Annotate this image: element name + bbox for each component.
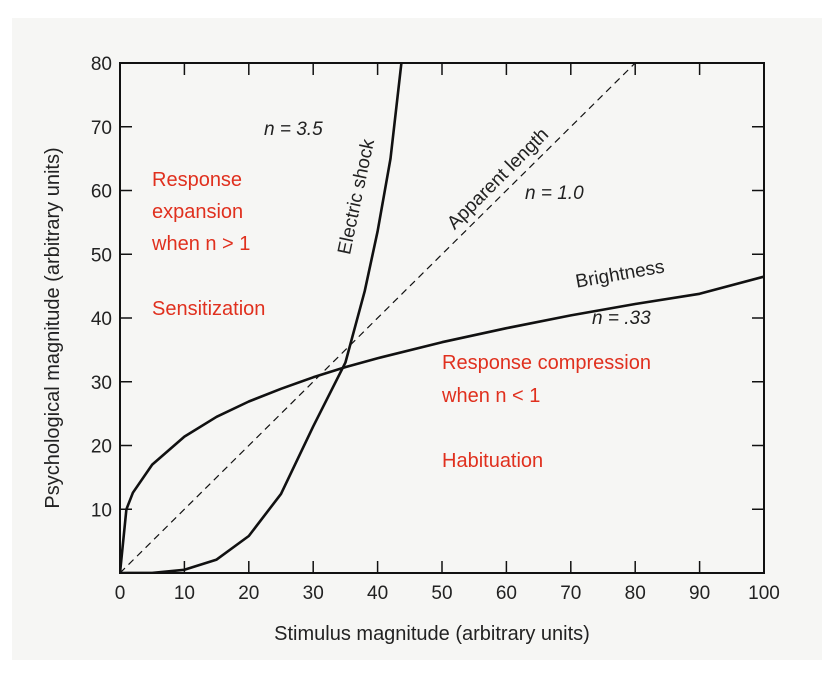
x-tick-label: 60: [496, 583, 517, 604]
x-tick-label: 10: [174, 583, 195, 604]
expansion-note-line: when n > 1: [151, 233, 250, 255]
x-tick-label: 100: [748, 583, 780, 604]
compression-note-line: when n < 1: [441, 385, 540, 407]
y-tick-label: 50: [91, 245, 112, 266]
x-tick-label: 0: [115, 583, 126, 604]
compression-note-line: Response compression: [442, 352, 651, 374]
y-tick-label: 30: [91, 373, 112, 394]
x-axis-title: Stimulus magnitude (arbitrary units): [274, 623, 590, 645]
x-tick-label: 40: [367, 583, 388, 604]
x-tick-label: 70: [560, 583, 581, 604]
y-tick-label: 70: [91, 118, 112, 139]
chart-figure: 0 10 20 30 40 50 60 70 80 90 100 10 20 30 40 50 60 70 80 St…: [12, 18, 822, 660]
shock-exponent-label: n = 3.5: [264, 119, 323, 140]
electric-shock-label: Electric shock: [334, 137, 379, 256]
y-tick-label: 20: [91, 437, 112, 458]
electric-shock-curve: [120, 63, 403, 573]
y-tick-label: 10: [91, 500, 112, 521]
x-tick-label: 30: [303, 583, 324, 604]
x-tick-label: 50: [431, 583, 452, 604]
x-tick-label: 80: [625, 583, 646, 604]
x-tick-label: 90: [689, 583, 710, 604]
sensitization-note-line: Sensitization: [152, 298, 265, 320]
y-tick-label: 60: [91, 182, 112, 203]
y-tick-label: 40: [91, 309, 112, 330]
y-tick-label: 80: [91, 54, 112, 75]
y-axis-title: Psychological magnitude (arbitrary units…: [42, 147, 64, 508]
apparent-length-line: [120, 63, 636, 573]
expansion-note-line: Response: [152, 169, 242, 191]
x-tick-label: 20: [238, 583, 259, 604]
brightness-curve: [120, 275, 764, 573]
power-law-chart: 0 10 20 30 40 50 60 70 80 90 100 10 20 30 40 50 60 70 80 St…: [42, 54, 780, 645]
apparent-length-label: Apparent length: [443, 124, 553, 234]
length-exponent-label: n = 1.0: [525, 183, 584, 204]
expansion-note-line: expansion: [152, 201, 243, 223]
brightness-exponent-label: n = .33: [592, 308, 651, 329]
brightness-label: Brightness: [574, 256, 666, 292]
habituation-note-line: Habituation: [442, 450, 543, 472]
